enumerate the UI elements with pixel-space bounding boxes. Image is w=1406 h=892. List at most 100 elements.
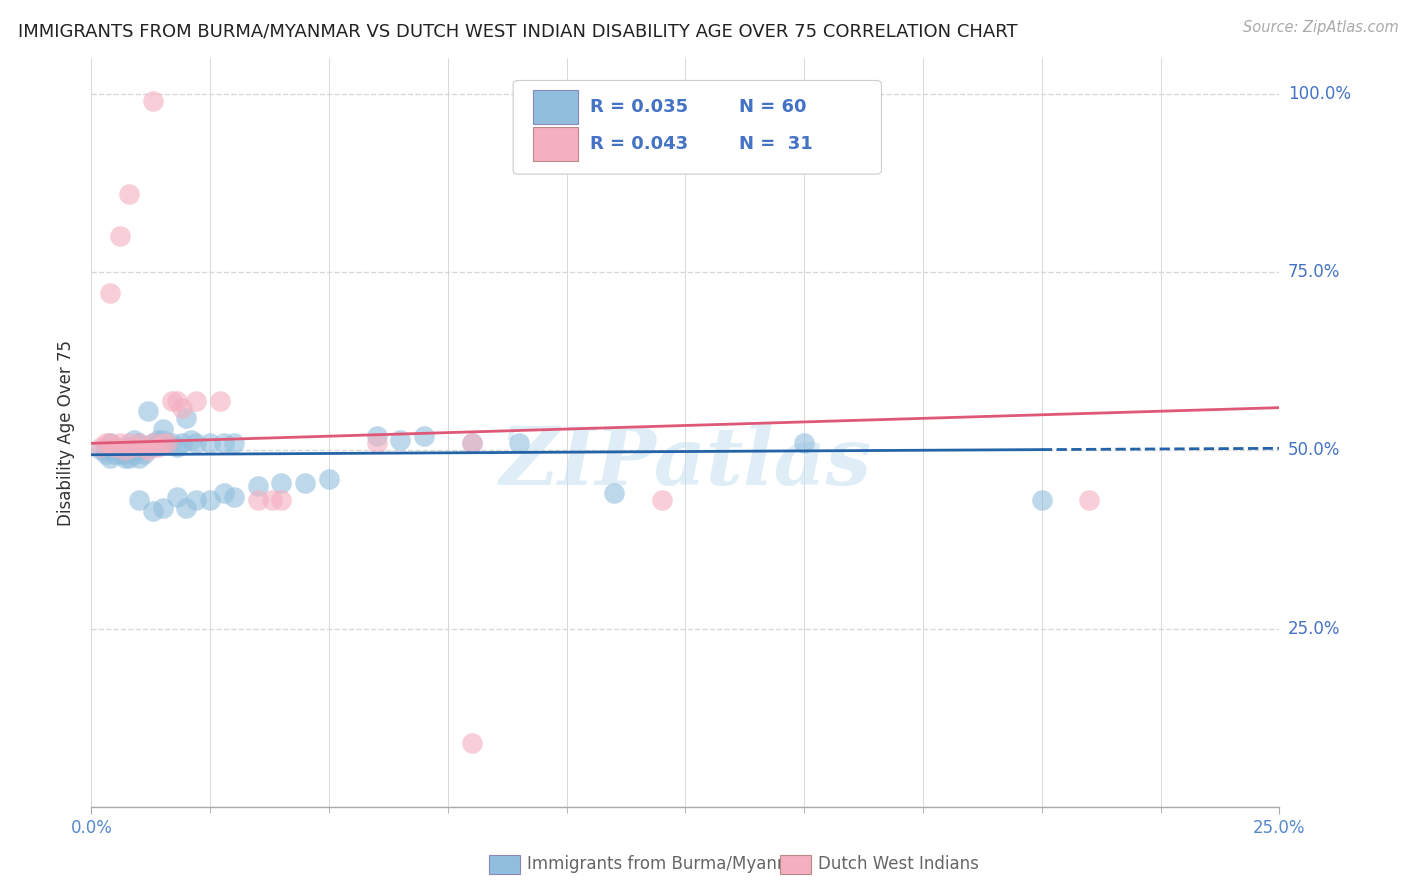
Point — [270, 493, 292, 508]
Text: N =  31: N = 31 — [740, 136, 813, 153]
Point — [118, 443, 141, 458]
Point — [104, 440, 127, 454]
Text: IMMIGRANTS FROM BURMA/MYANMAR VS DUTCH WEST INDIAN DISABILITY AGE OVER 75 CORREL: IMMIGRANTS FROM BURMA/MYANMAR VS DUTCH W… — [18, 22, 1018, 40]
Text: Immigrants from Burma/Myanmar: Immigrants from Burma/Myanmar — [527, 855, 810, 873]
Point — [152, 433, 174, 447]
Point — [132, 447, 155, 461]
Point — [104, 440, 127, 454]
Point — [114, 450, 136, 465]
Point — [246, 493, 269, 508]
Point — [366, 436, 388, 450]
Point — [100, 450, 122, 465]
Point — [122, 433, 145, 447]
Point — [94, 447, 117, 461]
Point — [108, 443, 131, 458]
Point — [138, 443, 160, 458]
Point — [146, 440, 169, 454]
Point — [184, 493, 207, 508]
Point — [166, 490, 188, 504]
Point — [122, 447, 145, 461]
Point — [122, 443, 145, 458]
Point — [214, 436, 236, 450]
Point — [1078, 493, 1101, 508]
Point — [152, 500, 174, 515]
Text: R = 0.035: R = 0.035 — [591, 98, 689, 116]
Point — [108, 436, 131, 450]
Point — [152, 422, 174, 436]
Text: R = 0.043: R = 0.043 — [591, 136, 689, 153]
Point — [90, 440, 112, 454]
FancyBboxPatch shape — [513, 80, 882, 174]
Point — [180, 433, 202, 447]
Point — [170, 436, 193, 450]
Point — [176, 500, 198, 515]
Point — [118, 440, 141, 454]
Point — [222, 436, 245, 450]
Text: 25.0%: 25.0% — [1288, 620, 1340, 638]
Point — [108, 447, 131, 461]
Point — [200, 436, 222, 450]
Point — [413, 429, 436, 443]
Point — [100, 436, 122, 450]
Point — [222, 490, 245, 504]
Point — [156, 436, 179, 450]
Point — [132, 440, 155, 454]
Point — [508, 436, 530, 450]
Point — [184, 436, 207, 450]
Point — [118, 186, 141, 201]
Point — [114, 443, 136, 458]
Point — [184, 393, 207, 408]
Point — [214, 486, 236, 500]
Point — [132, 440, 155, 454]
Point — [128, 443, 150, 458]
Point — [200, 493, 222, 508]
Point — [128, 450, 150, 465]
Text: Source: ZipAtlas.com: Source: ZipAtlas.com — [1243, 20, 1399, 35]
Point — [100, 286, 122, 301]
Point — [142, 440, 165, 454]
Point — [160, 436, 183, 450]
Point — [146, 433, 169, 447]
Point — [122, 440, 145, 454]
Point — [166, 440, 188, 454]
Text: Dutch West Indians: Dutch West Indians — [818, 855, 979, 873]
Point — [128, 436, 150, 450]
Point — [166, 393, 188, 408]
Text: ZIPatlas: ZIPatlas — [499, 424, 872, 501]
Bar — [533, 90, 578, 124]
Point — [318, 472, 340, 486]
Point — [460, 436, 482, 450]
Point — [460, 736, 482, 750]
Point — [460, 436, 482, 450]
Point — [294, 475, 316, 490]
Point — [142, 94, 165, 108]
Point — [1031, 493, 1053, 508]
Point — [128, 436, 150, 450]
Text: N = 60: N = 60 — [740, 98, 807, 116]
Point — [118, 450, 141, 465]
Point — [108, 229, 131, 244]
Point — [152, 436, 174, 450]
Point — [793, 436, 815, 450]
Point — [100, 436, 122, 450]
Point — [270, 475, 292, 490]
Point — [603, 486, 626, 500]
Point — [160, 393, 183, 408]
Point — [142, 436, 165, 450]
Point — [104, 447, 127, 461]
Point — [176, 411, 198, 425]
Point — [128, 493, 150, 508]
Text: 100.0%: 100.0% — [1288, 85, 1351, 103]
Point — [366, 429, 388, 443]
Point — [208, 393, 231, 408]
Point — [156, 436, 179, 450]
Point — [389, 433, 412, 447]
Point — [114, 440, 136, 454]
Text: 75.0%: 75.0% — [1288, 263, 1340, 281]
Point — [114, 447, 136, 461]
Point — [118, 436, 141, 450]
Point — [94, 436, 117, 450]
Bar — [533, 128, 578, 161]
Point — [94, 443, 117, 458]
Text: 50.0%: 50.0% — [1288, 442, 1340, 459]
